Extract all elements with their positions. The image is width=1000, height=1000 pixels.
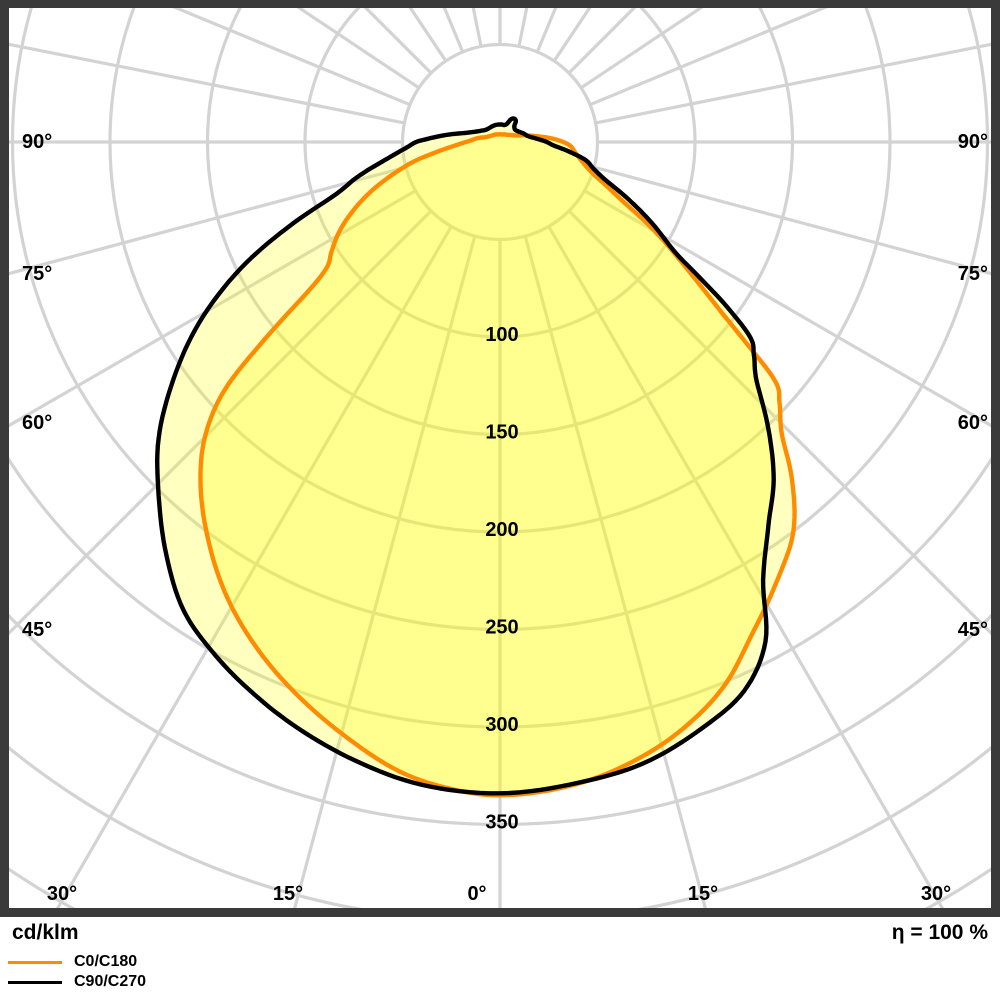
legend-line-c0-c180 [8, 960, 62, 964]
angle-label-bottom: 30° [47, 883, 77, 905]
grid-radial-line [9, 209, 433, 636]
grid-radial-line [583, 189, 991, 428]
grid-radial-line [589, 8, 828, 107]
curve-fill-c0-c180 [200, 134, 795, 796]
efficiency-label: η = 100 % [891, 921, 988, 944]
radial-tick-label: 100 [485, 324, 518, 346]
curve-c90-c270 [155, 116, 776, 796]
grid-radial-line [595, 42, 991, 125]
grid-radial-line [547, 225, 945, 908]
legend-row-c90-c270: C90/C270 [8, 972, 146, 992]
grid-radial-line [9, 189, 417, 428]
angle-label-left: 45° [22, 619, 52, 641]
angle-label-left: 75° [22, 263, 52, 285]
angle-label-bottom: 15° [688, 883, 718, 905]
legend-line-c90-c270 [8, 980, 62, 984]
grid-radial-line [9, 42, 405, 125]
grid-radial-line [55, 225, 453, 908]
grid-radial-line [9, 165, 407, 276]
angle-label-left: 60° [22, 412, 52, 434]
radial-tick-label: 200 [485, 519, 518, 541]
angle-label-bottom: 15° [273, 883, 303, 905]
grid-radial-line [567, 209, 991, 636]
polar-chart: 100 150 200 250 300 350 90° 75° 60° 45° 90° 75° 60° 4… [0, 0, 1000, 918]
angle-label-right: 90° [958, 131, 988, 153]
unit-label: cd/klm [12, 921, 79, 944]
angle-label-right: 75° [958, 263, 988, 285]
legend: C0/C180 C90/C270 [8, 952, 146, 992]
radial-tick-label: 300 [485, 714, 518, 736]
grid-radial-line [172, 8, 411, 107]
radial-tick-label: 350 [485, 812, 518, 834]
legend-label-c0-c180: C0/C180 [74, 953, 138, 970]
legend-row-c0-c180: C0/C180 [8, 952, 146, 972]
plot-frame [0, 0, 1000, 917]
legend-label-c90-c270: C90/C270 [74, 973, 147, 990]
radial-tick-label: 250 [485, 617, 518, 639]
radial-tick-label: 150 [485, 422, 518, 444]
polar-grid [9, 8, 991, 908]
grid-radial-line [523, 235, 707, 908]
angle-label-bottom: 30° [921, 883, 951, 905]
grid-radial-line [293, 235, 477, 908]
grid-radial-line [593, 165, 991, 276]
angle-label-right: 45° [958, 619, 988, 641]
angle-label-bottom: 0° [467, 883, 486, 905]
angle-label-left: 90° [22, 131, 52, 153]
angle-label-right: 60° [958, 412, 988, 434]
